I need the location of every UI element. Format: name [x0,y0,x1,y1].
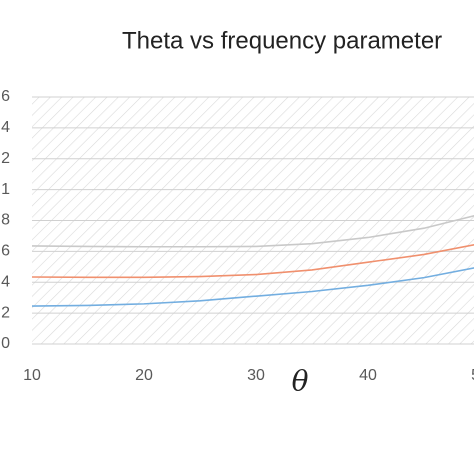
y-tick-label: 1.6 [0,88,10,105]
x-tick-label: 30 [247,367,265,384]
y-tick-label: 0.2 [0,304,10,321]
x-tick-label: 40 [359,367,377,384]
y-tick-label: 1 [1,181,10,198]
chart-title: Theta vs frequency parameter [122,27,442,54]
x-tick-label: 20 [135,367,153,384]
y-tick-label: 0.8 [0,212,10,229]
line [31,267,474,307]
x-axis-label: θ [292,365,309,398]
x-tick-label: 10 [23,367,41,384]
line [31,214,474,248]
y-tick-label: 0.4 [0,273,10,290]
y-tick-label: 1.2 [0,150,10,167]
y-tick-label: 1.4 [0,119,10,136]
y-tick-label: 0.6 [0,243,10,260]
line [31,243,474,279]
y-tick-label: 0 [1,335,10,352]
x-tick-label: 50 [471,367,474,384]
